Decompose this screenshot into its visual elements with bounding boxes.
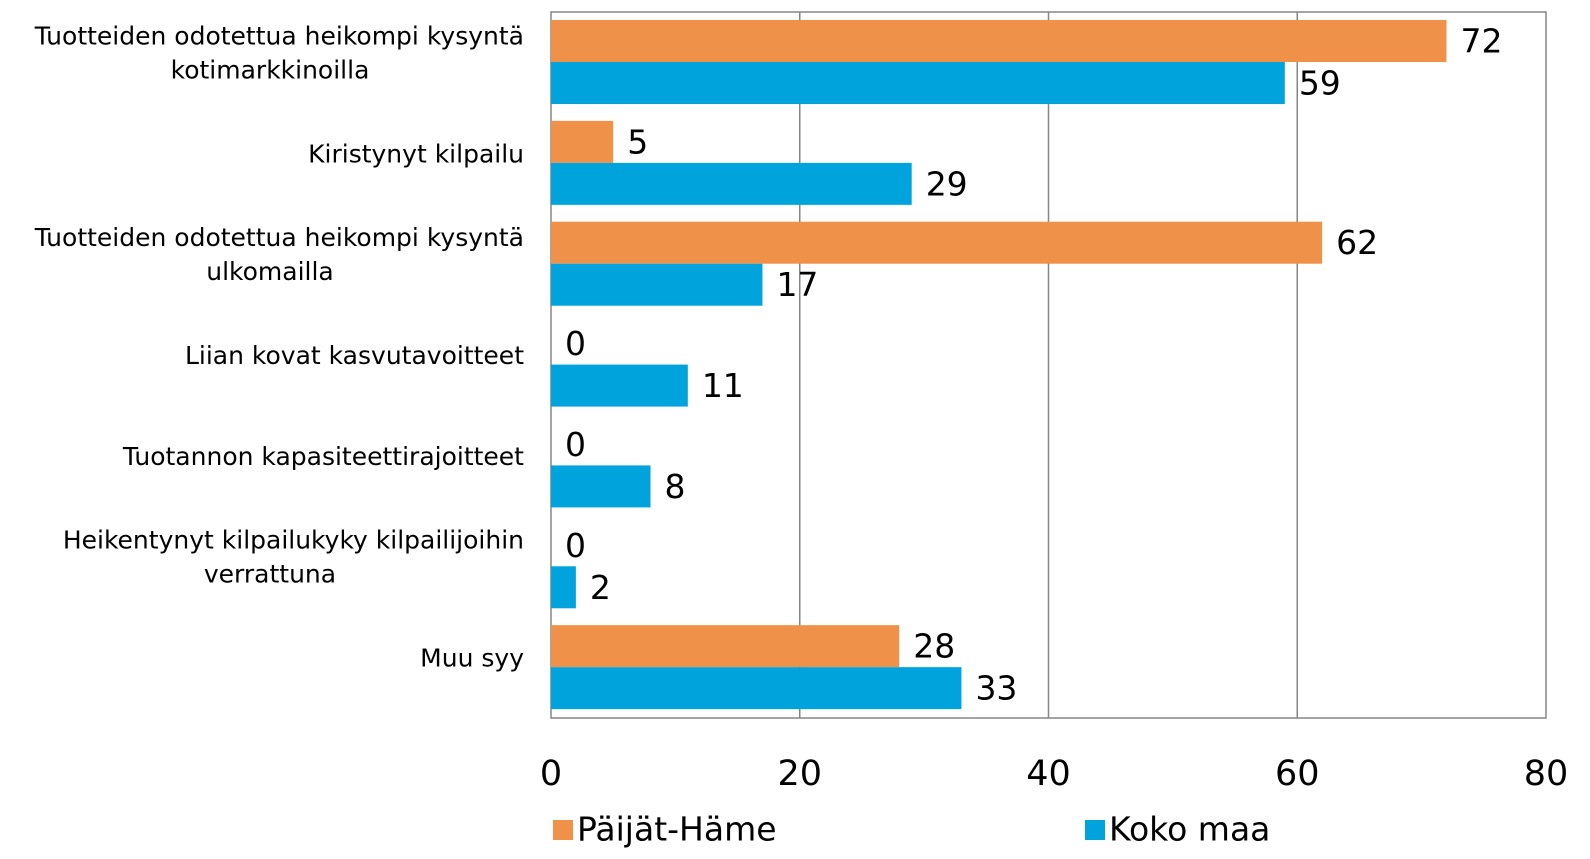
value-label: 5 [627, 122, 648, 161]
x-tick-label: 40 [1026, 754, 1071, 794]
bar [551, 667, 962, 710]
value-label: 59 [1299, 64, 1341, 103]
value-label: 11 [702, 366, 744, 405]
category-label: Heikentynyt kilpailukyky kilpailijoihin v… [63, 526, 524, 589]
bar [551, 20, 1447, 62]
category-label: Liian kovat kasvutavoitteet [185, 341, 524, 370]
bar [551, 465, 651, 508]
legend-label: Päijät-Häme [577, 810, 777, 849]
value-label: 17 [776, 265, 818, 304]
value-label: 2 [590, 568, 611, 607]
bar [551, 566, 576, 609]
bar [551, 263, 763, 306]
category-label: Tuotannon kapasiteettirajoitteet [122, 442, 524, 471]
category-label: Tuotteiden odotettua heikompi kysyntä ulk… [34, 223, 524, 286]
value-label: 0 [565, 425, 586, 464]
bar [551, 162, 912, 205]
value-label: 62 [1336, 223, 1378, 262]
category-label: Kiristynyt kilpailu [308, 139, 524, 168]
value-label: 72 [1461, 22, 1503, 61]
value-label: 0 [565, 526, 586, 565]
legend-label: Koko maa [1109, 810, 1270, 849]
legend-swatch [1085, 820, 1105, 840]
value-label: 0 [565, 324, 586, 363]
bar [551, 62, 1285, 104]
category-label: Tuotteiden odotettua heikompi kysyntä kot… [34, 21, 524, 84]
legend-swatch [553, 820, 573, 840]
value-label: 28 [913, 627, 955, 666]
value-label: 8 [665, 467, 686, 506]
bar [551, 364, 688, 407]
bar [551, 221, 1323, 264]
bar [551, 120, 614, 163]
value-label: 29 [926, 164, 968, 203]
x-tick-label: 60 [1275, 754, 1320, 794]
x-tick-label: 80 [1524, 754, 1569, 794]
category-label: Muu syy [420, 644, 524, 673]
value-label: 33 [975, 669, 1017, 708]
bar [551, 625, 900, 668]
x-tick-label: 0 [540, 754, 562, 794]
x-tick-label: 20 [777, 754, 822, 794]
